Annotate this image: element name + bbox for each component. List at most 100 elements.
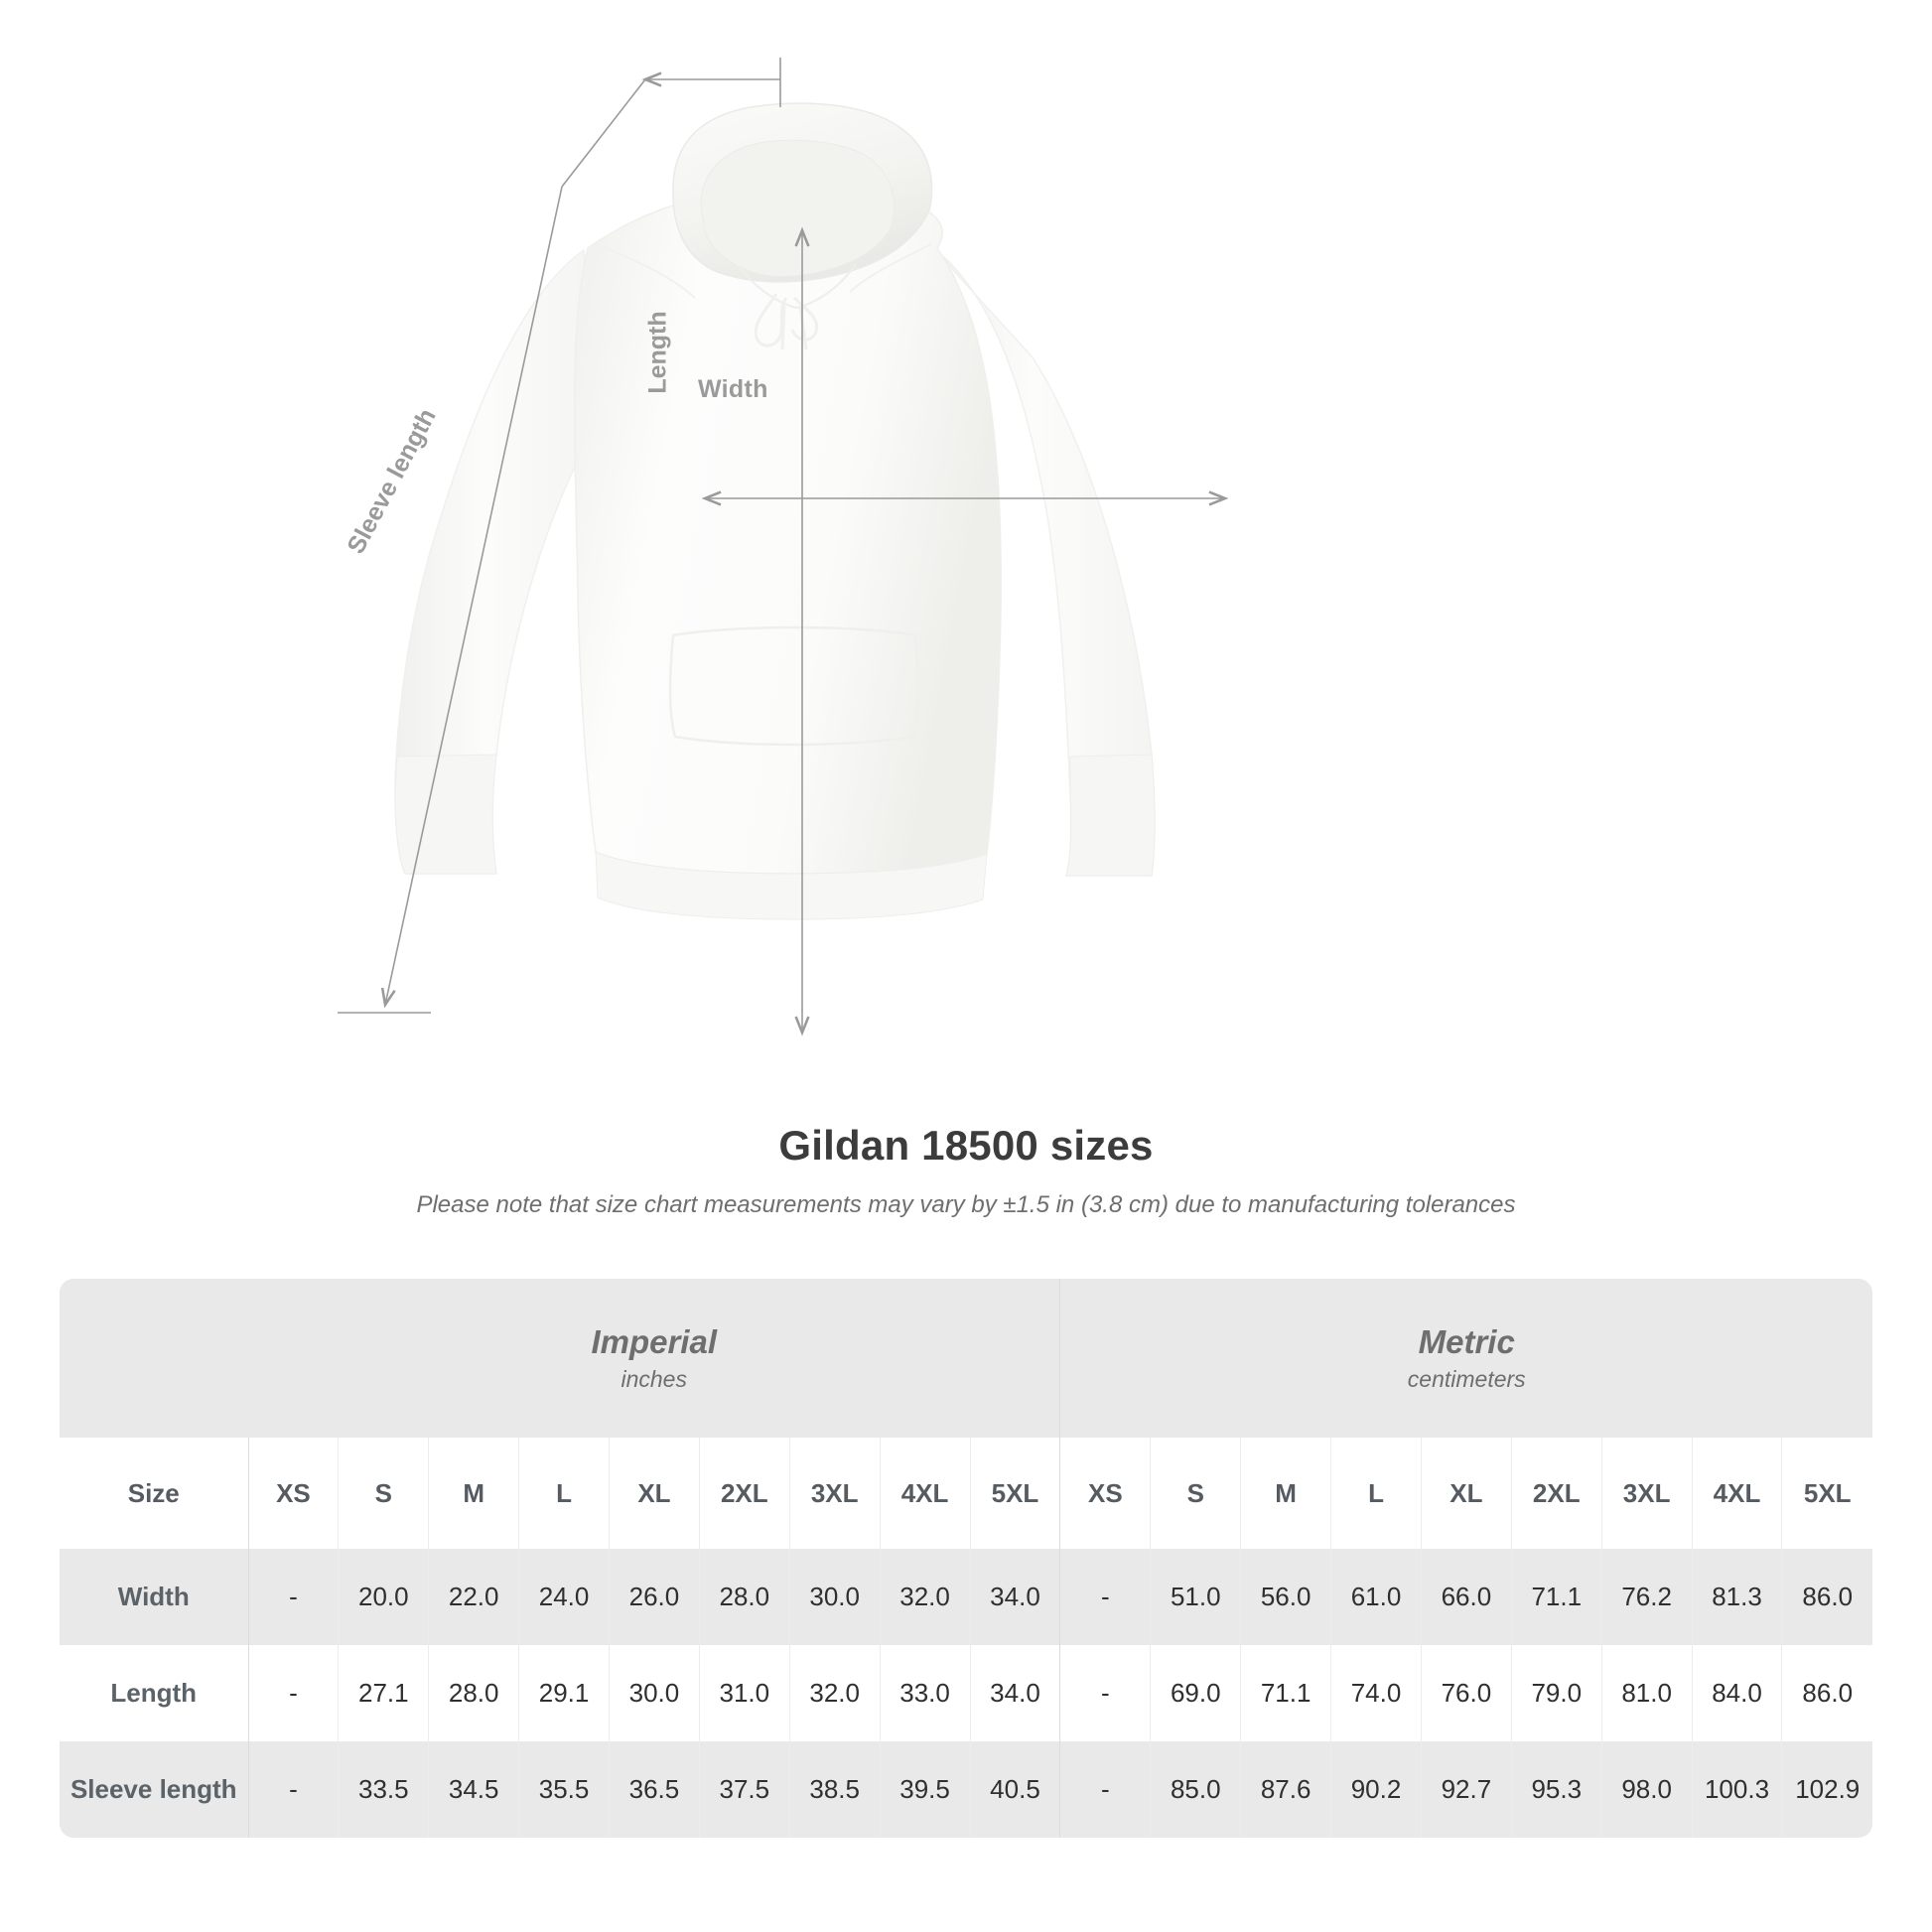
row-label-width: Width — [60, 1549, 249, 1645]
size-header-metric-l: L — [1330, 1438, 1422, 1549]
cell-width-imperial-4xl: 32.0 — [880, 1549, 971, 1645]
cell-length-metric-s: 69.0 — [1150, 1645, 1242, 1741]
page-title: Gildan 18500 sizes — [778, 1122, 1154, 1169]
unit-group-header-row: Imperial inches Metric centimeters — [60, 1279, 1872, 1438]
cell-sleeve-length-imperial-4xl: 39.5 — [880, 1741, 971, 1838]
cell-width-metric-xl: 66.0 — [1421, 1549, 1512, 1645]
cell-width-metric-3xl: 76.2 — [1601, 1549, 1693, 1645]
cell-sleeve-length-metric-5xl: 102.9 — [1781, 1741, 1872, 1838]
size-header-metric-4xl: 4XL — [1692, 1438, 1783, 1549]
sleeve-dimension-label-text: Sleeve length — [342, 404, 442, 559]
cell-sleeve-length-metric-l: 90.2 — [1330, 1741, 1422, 1838]
cell-length-metric-4xl: 84.0 — [1692, 1645, 1783, 1741]
hoodie-garment — [394, 102, 1156, 920]
cell-length-imperial-xl: 30.0 — [609, 1645, 700, 1741]
size-header-metric-3xl: 3XL — [1601, 1438, 1693, 1549]
cell-width-imperial-3xl: 30.0 — [789, 1549, 881, 1645]
cell-length-imperial-5xl: 34.0 — [970, 1645, 1061, 1741]
size-header-metric-m: M — [1240, 1438, 1332, 1549]
size-header-metric-2xl: 2XL — [1511, 1438, 1602, 1549]
size-header-imperial-2xl: 2XL — [699, 1438, 790, 1549]
group-header-imperial: Imperial inches — [248, 1279, 1061, 1438]
cell-width-metric-l: 61.0 — [1330, 1549, 1422, 1645]
cell-length-imperial-s: 27.1 — [338, 1645, 430, 1741]
cell-sleeve-length-imperial-2xl: 37.5 — [699, 1741, 790, 1838]
cell-sleeve-length-metric-m: 87.6 — [1240, 1741, 1332, 1838]
cell-width-metric-m: 56.0 — [1240, 1549, 1332, 1645]
cell-length-imperial-2xl: 31.0 — [699, 1645, 790, 1741]
cell-length-imperial-xs: - — [248, 1645, 340, 1741]
group-unit: centimeters — [1407, 1366, 1526, 1393]
cell-sleeve-length-metric-s: 85.0 — [1150, 1741, 1242, 1838]
cell-width-imperial-xs: - — [248, 1549, 340, 1645]
table-row: Width -20.0 22.0 24.0 26.0 28.0 30.0 32.0 34.0-5… — [60, 1549, 1872, 1645]
cell-length-metric-5xl: 86.0 — [1781, 1645, 1872, 1741]
cell-length-metric-l: 74.0 — [1330, 1645, 1422, 1741]
tolerance-note: Please note that size chart measurements… — [416, 1191, 1516, 1218]
cell-length-metric-xl: 76.0 — [1421, 1645, 1512, 1741]
garment-measurement-diagram: Length Width Sleeve length — [328, 58, 1229, 1036]
cell-length-imperial-3xl: 32.0 — [789, 1645, 881, 1741]
cell-length-metric-2xl: 79.0 — [1511, 1645, 1602, 1741]
group-header-corner — [60, 1279, 248, 1438]
cell-width-imperial-l: 24.0 — [518, 1549, 610, 1645]
cell-width-imperial-5xl: 34.0 — [970, 1549, 1061, 1645]
length-dimension-label: Length — [643, 298, 673, 407]
cell-sleeve-length-metric-xs: - — [1059, 1741, 1152, 1838]
cell-width-imperial-s: 20.0 — [338, 1549, 430, 1645]
size-header-metric-s: S — [1150, 1438, 1242, 1549]
cell-length-imperial-4xl: 33.0 — [880, 1645, 971, 1741]
cell-length-metric-3xl: 81.0 — [1601, 1645, 1693, 1741]
cell-width-metric-4xl: 81.3 — [1692, 1549, 1783, 1645]
cell-sleeve-length-metric-4xl: 100.3 — [1692, 1741, 1783, 1838]
sleeve-length-line — [380, 186, 563, 1009]
cell-length-imperial-l: 29.1 — [518, 1645, 610, 1741]
size-header-imperial-4xl: 4XL — [880, 1438, 971, 1549]
size-chart-table: Imperial inches Metric centimeters Size XS S M L… — [60, 1279, 1872, 1838]
row-label-length: Length — [60, 1645, 249, 1741]
size-table-container: Imperial inches Metric centimeters Size XS S M L… — [60, 1279, 1872, 1838]
cell-width-metric-2xl: 71.1 — [1511, 1549, 1602, 1645]
cell-sleeve-length-imperial-3xl: 38.5 — [789, 1741, 881, 1838]
size-header-row: Size XS S M L XL 2XL 3XL 4XL 5XL XS S M L XL 2XL 3XL 4XL 5… — [60, 1438, 1872, 1549]
row-label-sleeve-length: Sleeve length — [60, 1741, 249, 1838]
group-header-metric: Metric centimeters — [1059, 1279, 1872, 1438]
size-header-imperial-xl: XL — [609, 1438, 700, 1549]
size-header-label: Size — [60, 1438, 249, 1549]
cell-length-metric-xs: - — [1059, 1645, 1152, 1741]
cell-length-imperial-m: 28.0 — [428, 1645, 520, 1741]
cell-width-imperial-2xl: 28.0 — [699, 1549, 790, 1645]
cell-width-metric-s: 51.0 — [1150, 1549, 1242, 1645]
cell-sleeve-length-imperial-l: 35.5 — [518, 1741, 610, 1838]
size-header-imperial-m: M — [428, 1438, 520, 1549]
cell-width-imperial-xl: 26.0 — [609, 1549, 700, 1645]
group-title: Imperial — [591, 1322, 717, 1360]
width-dimension-label: Width — [698, 375, 768, 403]
cell-sleeve-length-metric-2xl: 95.3 — [1511, 1741, 1602, 1838]
size-header-imperial-3xl: 3XL — [789, 1438, 881, 1549]
group-unit: inches — [621, 1366, 687, 1393]
cell-sleeve-length-imperial-xl: 36.5 — [609, 1741, 700, 1838]
measurement-annotations — [338, 58, 1229, 1036]
cell-width-imperial-m: 22.0 — [428, 1549, 520, 1645]
sleeve-dimension-label: Sleeve length — [328, 392, 457, 571]
table-row: Sleeve length -33.5 34.5 35.5 36.5 37.5 38.5 39… — [60, 1741, 1872, 1838]
size-header-imperial-s: S — [338, 1438, 430, 1549]
cell-sleeve-length-metric-xl: 92.7 — [1421, 1741, 1512, 1838]
cell-width-metric-5xl: 86.0 — [1781, 1549, 1872, 1645]
size-header-imperial-l: L — [518, 1438, 610, 1549]
size-header-imperial-xs: XS — [248, 1438, 340, 1549]
size-header-metric-xs: XS — [1059, 1438, 1152, 1549]
cell-sleeve-length-imperial-m: 34.5 — [428, 1741, 520, 1838]
table-row: Length -27.1 28.0 29.1 30.0 31.0 32.0 33.0 34.0-… — [60, 1645, 1872, 1741]
size-header-metric-5xl: 5XL — [1781, 1438, 1872, 1549]
length-dimension-label-text: Length — [643, 311, 672, 394]
chart-title-block: Gildan 18500 sizes Please note that size… — [0, 1122, 1932, 1219]
size-header-metric-xl: XL — [1421, 1438, 1512, 1549]
group-title: Metric — [1418, 1322, 1515, 1360]
sleeve-leader-elbow — [561, 78, 646, 188]
cell-sleeve-length-imperial-xs: - — [248, 1741, 340, 1838]
cell-length-metric-m: 71.1 — [1240, 1645, 1332, 1741]
cell-sleeve-length-imperial-5xl: 40.5 — [970, 1741, 1061, 1838]
